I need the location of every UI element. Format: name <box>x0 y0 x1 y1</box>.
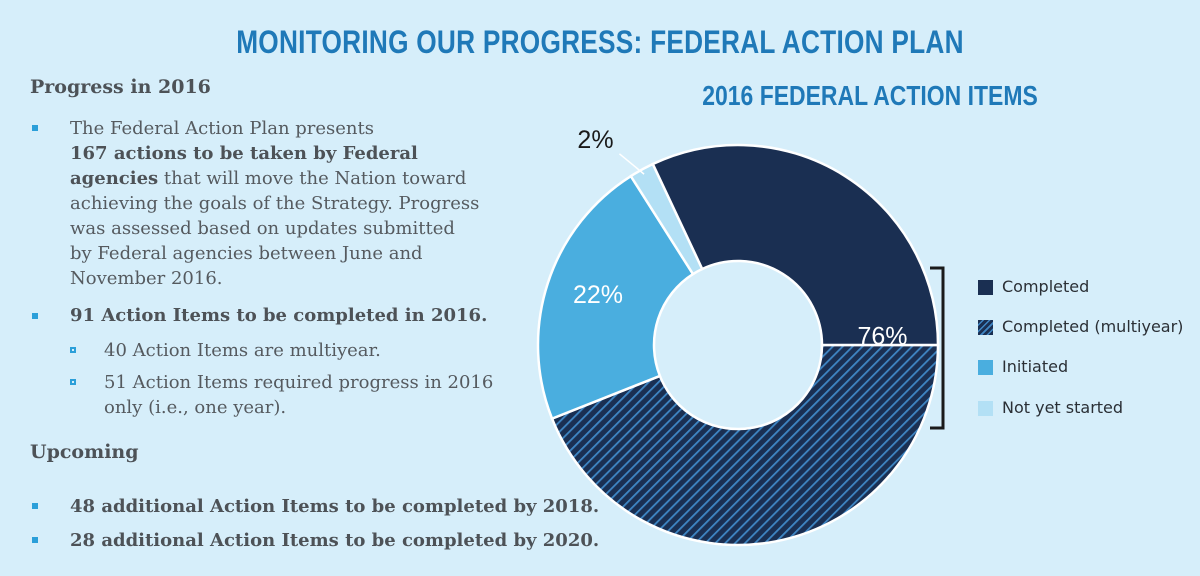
bullet-marker <box>32 125 38 131</box>
bullet-marker <box>32 503 38 509</box>
label-2-percent: 2% <box>577 126 613 154</box>
slice-completed <box>651 143 940 347</box>
bullet-marker <box>32 537 38 543</box>
legend-swatch-completed <box>978 280 993 295</box>
sub-bullet-marker <box>70 347 76 353</box>
action-plan-paragraph: The Federal Action Plan presents 167 act… <box>70 116 510 291</box>
paragraph-line: The Federal Action Plan presents <box>70 118 374 139</box>
paragraph-bold-line: 167 actions to be taken by Federal <box>70 143 418 164</box>
slice-initiated <box>536 174 695 421</box>
label-76-percent: 76% <box>857 322 907 350</box>
upcoming-2018: 48 additional Action Items to be complet… <box>70 496 600 517</box>
sub-bullet-one-year: 51 Action Items required progress in 201… <box>104 370 493 420</box>
paragraph-line: November 2016. <box>70 268 223 289</box>
legend-label-completed-multiyear: Completed (multiyear) <box>1002 317 1184 336</box>
leader-line <box>618 153 645 175</box>
completed-bracket <box>930 266 945 430</box>
paragraph-bold-word: agencies <box>70 168 159 189</box>
slice-completed-multiyear <box>550 343 940 547</box>
legend-swatch-completed-multiyear <box>978 320 993 335</box>
paragraph-line-rest: that will move the Nation toward <box>158 168 467 189</box>
sub-bullet-marker <box>70 379 76 385</box>
legend-label-not-started: Not yet started <box>1002 398 1124 417</box>
legend-swatch-not-started <box>978 401 993 416</box>
legend-swatch-initiated <box>978 360 993 375</box>
progress-heading: Progress in 2016 <box>30 76 211 98</box>
paragraph-line: achieving the goals of the Strategy. Pro… <box>70 193 480 214</box>
paragraph-line: was assessed based on updates submitted <box>70 218 455 239</box>
label-22-percent: 22% <box>573 281 623 309</box>
sub-bullet-line: only (i.e., one year). <box>104 397 287 418</box>
chart-title: 2016 FEDERAL ACTION ITEMS <box>702 80 1038 111</box>
bullet-marker <box>32 313 38 319</box>
legend-label-completed: Completed <box>1002 277 1090 296</box>
upcoming-2020: 28 additional Action Items to be complet… <box>70 530 600 551</box>
upcoming-heading: Upcoming <box>30 441 139 463</box>
page-title: MONITORING OUR PROGRESS: FEDERAL ACTION … <box>236 24 964 60</box>
sub-bullet-line: 51 Action Items required progress in 201… <box>104 372 494 393</box>
sub-bullet-multiyear: 40 Action Items are multiyear. <box>104 340 381 361</box>
bullet-91-items: 91 Action Items to be completed in 2016. <box>70 305 488 326</box>
legend-label-initiated: Initiated <box>1002 357 1069 376</box>
paragraph-line: by Federal agencies between June and <box>70 243 423 264</box>
